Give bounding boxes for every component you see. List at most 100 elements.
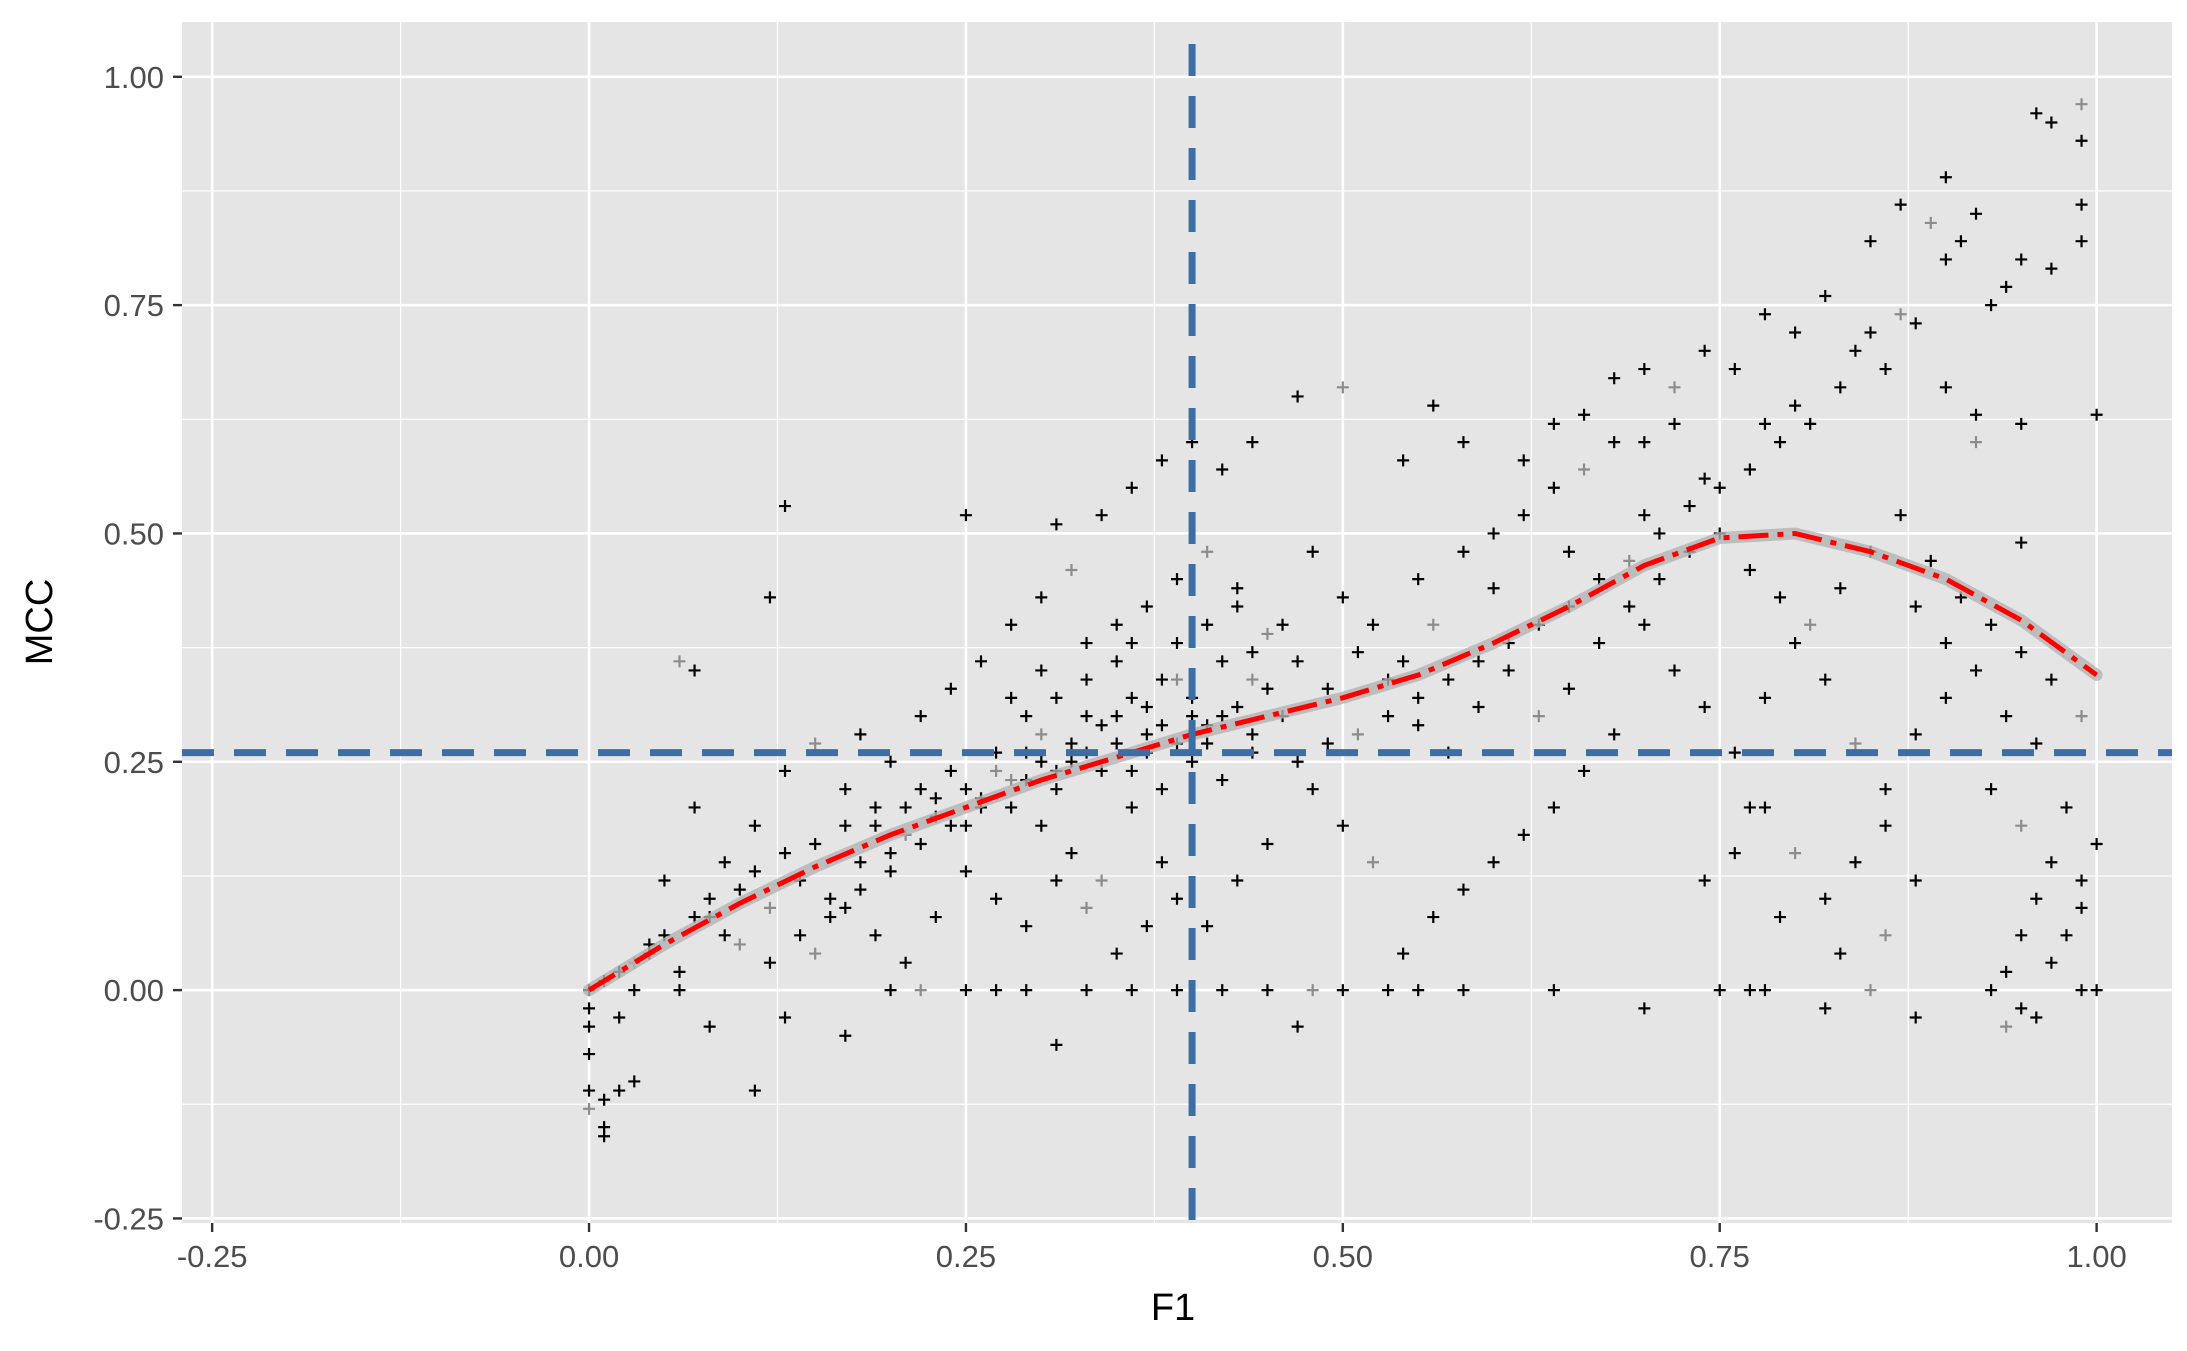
data-point xyxy=(1065,563,1078,576)
data-point xyxy=(2015,646,2028,659)
data-point xyxy=(1336,819,1349,832)
y-tick-label: 0.00 xyxy=(104,973,164,1008)
data-point xyxy=(2060,929,2073,942)
data-point xyxy=(1638,1002,1651,1015)
data-point xyxy=(1547,984,1560,997)
data-point xyxy=(1879,819,1892,832)
data-point xyxy=(990,984,1003,997)
data-point xyxy=(1216,655,1229,668)
data-point xyxy=(2075,198,2088,211)
data-point xyxy=(1095,874,1108,887)
data-point xyxy=(748,865,761,878)
data-point xyxy=(688,911,701,924)
data-point xyxy=(1020,710,1033,723)
data-point xyxy=(1261,627,1274,640)
data-point xyxy=(839,901,852,914)
data-point xyxy=(1005,801,1018,814)
data-point xyxy=(1155,673,1168,686)
data-point xyxy=(2045,673,2058,686)
data-point xyxy=(1698,344,1711,357)
data-point xyxy=(1970,408,1983,421)
data-point xyxy=(1970,664,1983,677)
reference-lines xyxy=(182,44,2172,1223)
data-point xyxy=(854,883,867,896)
data-point xyxy=(824,892,837,905)
data-point xyxy=(2000,1020,2013,1033)
data-point xyxy=(1382,984,1395,997)
data-point xyxy=(1698,874,1711,887)
data-point xyxy=(1125,801,1138,814)
data-point xyxy=(1939,691,1952,704)
data-point xyxy=(1849,344,1862,357)
data-point xyxy=(944,682,957,695)
data-point xyxy=(1879,783,1892,796)
data-point xyxy=(1683,500,1696,513)
data-point xyxy=(1321,682,1334,695)
x-tick-label: 0.75 xyxy=(1690,1239,1750,1274)
data-point xyxy=(794,929,807,942)
data-point xyxy=(1623,600,1636,613)
data-point xyxy=(1171,573,1183,586)
data-point xyxy=(929,911,942,924)
data-point xyxy=(598,1130,611,1143)
data-point xyxy=(1171,673,1183,686)
data-point xyxy=(1909,1011,1922,1024)
data-point xyxy=(1638,509,1651,522)
x-tick-label: 1.00 xyxy=(2066,1239,2126,1274)
data-point xyxy=(718,929,731,942)
data-point xyxy=(1909,600,1922,613)
data-point xyxy=(1246,646,1259,659)
data-point xyxy=(1502,664,1515,677)
data-point xyxy=(1005,691,1018,704)
data-point xyxy=(1668,664,1681,677)
data-point xyxy=(2075,235,2088,248)
data-point xyxy=(2015,417,2028,430)
data-point xyxy=(2015,536,2028,549)
data-point xyxy=(1231,582,1244,595)
data-point xyxy=(703,1020,716,1033)
data-point xyxy=(1608,436,1621,449)
data-point xyxy=(1472,700,1485,713)
data-point xyxy=(2045,856,2058,869)
data-point xyxy=(673,984,686,997)
data-point xyxy=(779,1011,792,1024)
data-point xyxy=(1879,363,1892,376)
x-axis-title: F1 xyxy=(1151,1287,1195,1329)
y-tick-label: 0.25 xyxy=(104,745,164,780)
data-point xyxy=(959,984,972,997)
data-point xyxy=(1728,363,1741,376)
data-point xyxy=(1050,518,1063,531)
data-point xyxy=(1849,856,1862,869)
data-point xyxy=(914,783,927,796)
data-point xyxy=(1306,984,1319,997)
data-point xyxy=(1954,235,1967,248)
data-point xyxy=(1110,655,1123,668)
data-point xyxy=(1216,774,1229,787)
data-point xyxy=(2015,819,2028,832)
data-point xyxy=(779,847,792,860)
x-tick-label: -0.25 xyxy=(177,1239,248,1274)
data-point xyxy=(1789,326,1802,339)
data-point xyxy=(1743,801,1756,814)
data-point xyxy=(1924,554,1937,567)
data-point xyxy=(1939,381,1952,394)
data-point xyxy=(1774,591,1787,604)
data-point xyxy=(1321,737,1334,750)
data-point xyxy=(1547,481,1560,494)
data-point xyxy=(733,883,746,896)
data-point xyxy=(869,929,882,942)
data-point xyxy=(1819,1002,1832,1015)
data-point xyxy=(688,801,701,814)
data-point xyxy=(1457,883,1470,896)
data-point xyxy=(990,764,1003,777)
data-point xyxy=(869,819,882,832)
data-point xyxy=(1186,755,1199,768)
data-point xyxy=(854,728,867,741)
data-point xyxy=(1397,947,1410,960)
data-point xyxy=(1246,728,1259,741)
data-point xyxy=(1065,847,1078,860)
data-point xyxy=(854,856,867,869)
x-tick-label: 0.25 xyxy=(936,1239,996,1274)
data-point xyxy=(1774,911,1787,924)
data-point xyxy=(1457,984,1470,997)
